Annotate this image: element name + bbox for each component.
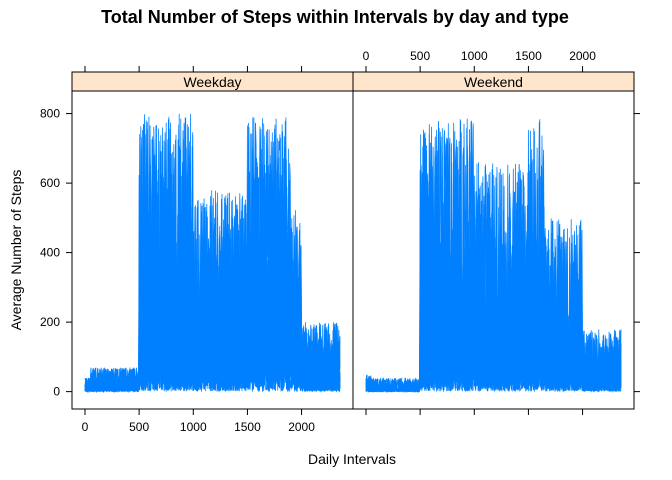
y-tick-label: 400 <box>40 246 60 260</box>
x-tick-label: 1500 <box>515 49 542 63</box>
y-tick-label: 0 <box>53 385 60 399</box>
x-tick-label: 1500 <box>234 420 261 434</box>
series-group-weekend <box>365 118 622 394</box>
y-axis-label: Average Number of Steps <box>8 170 24 331</box>
series-line <box>84 116 341 394</box>
chart-title: Total Number of Steps within Intervals b… <box>101 7 569 27</box>
x-tick-label: 1000 <box>461 49 488 63</box>
x-tick-label: 2000 <box>569 49 596 63</box>
y-tick-label: 200 <box>40 315 60 329</box>
x-tick-label: 0 <box>82 420 89 434</box>
x-tick-label: 2000 <box>288 420 315 434</box>
series-group-weekday <box>84 113 341 394</box>
y-tick-label: 600 <box>40 176 60 190</box>
strip-label-weekend: Weekend <box>464 74 523 90</box>
x-axis-label: Daily Intervals <box>308 451 396 467</box>
series-line <box>365 119 622 393</box>
panel-frame-weekend <box>352 90 635 410</box>
strip-label-weekday: Weekday <box>183 74 241 90</box>
x-tick-label: 0 <box>363 49 370 63</box>
y-tick-label: 800 <box>40 107 60 121</box>
x-tick-label: 1000 <box>180 420 207 434</box>
x-tick-label: 500 <box>129 420 149 434</box>
x-tick-label: 500 <box>410 49 430 63</box>
